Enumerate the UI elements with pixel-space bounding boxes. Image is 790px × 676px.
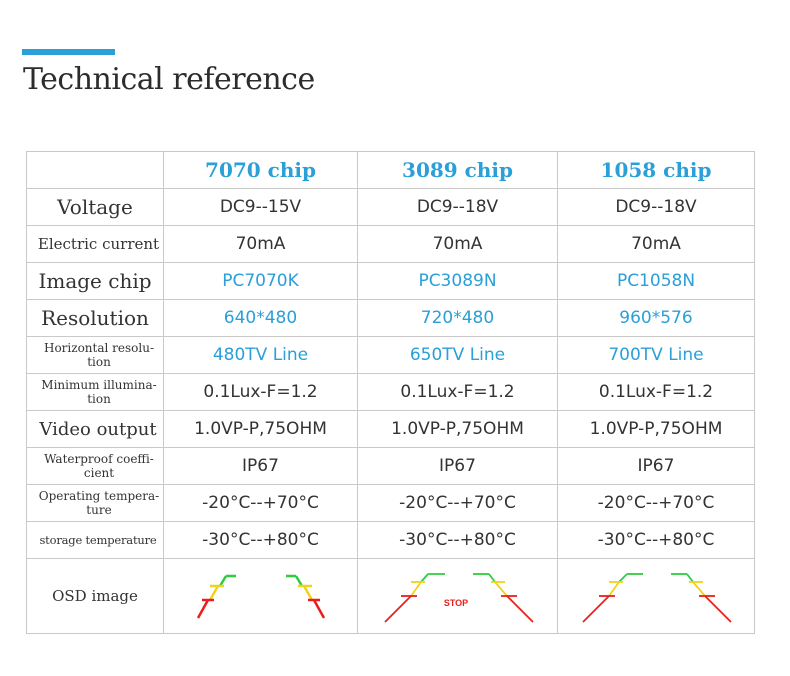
cell-value: 700TV Line (557, 336, 755, 374)
parking-guide-lines-stop-image: STOP (383, 573, 534, 623)
table-row-minimum-illumination: Minimum illumina- tion 0.1Lux-F=1.2 0.1L… (26, 373, 755, 411)
table-row-video-output: Video output 1.0VP-P,75OHM 1.0VP-P,75OHM… (26, 410, 755, 448)
cell-value: 1.0VP-P,75OHM (163, 410, 358, 448)
cell-value: -30°C--+80°C (557, 521, 755, 559)
table-row-resolution: Resolution 640*480 720*480 960*576 (26, 299, 755, 337)
header-3089-chip: 3089 chip (357, 151, 558, 189)
cell-value: 70mA (163, 225, 358, 263)
cell-value: PC3089N (357, 262, 558, 300)
cell-value: IP67 (557, 447, 755, 485)
cell-value: -20°C--+70°C (357, 484, 558, 522)
row-label: Waterproof coeffi- cient (26, 447, 164, 485)
title-accent-bar (22, 49, 115, 55)
cell-value: 70mA (557, 225, 755, 263)
cell-value: 960*576 (557, 299, 755, 337)
row-label: Electric current (26, 225, 164, 263)
cell-value: 70mA (357, 225, 558, 263)
cell-value: 1.0VP-P,75OHM (557, 410, 755, 448)
parking-guide-lines-image (582, 573, 732, 623)
cell-value: PC7070K (163, 262, 358, 300)
cell-value: -20°C--+70°C (557, 484, 755, 522)
cell-value: DC9--18V (557, 188, 755, 226)
row-label: Minimum illumina- tion (26, 373, 164, 411)
row-label: Horizontal resolu- tion (26, 336, 164, 374)
cell-value: 0.1Lux-F=1.2 (163, 373, 358, 411)
cell-value: IP67 (163, 447, 358, 485)
spec-table: 7070 chip 3089 chip 1058 chip Voltage DC… (26, 151, 755, 634)
table-row-waterproof: Waterproof coeffi- cient IP67 IP67 IP67 (26, 447, 755, 485)
table-row-operating-temperature: Operating tempera- ture -20°C--+70°C -20… (26, 484, 755, 522)
page-title: Technical reference (23, 62, 315, 97)
cell-value: DC9--15V (163, 188, 358, 226)
row-label: storage temperature (26, 521, 164, 559)
table-row-horizontal-resolution: Horizontal resolu- tion 480TV Line 650TV… (26, 336, 755, 374)
stop-label: STOP (443, 598, 467, 608)
cell-value: -20°C--+70°C (163, 484, 358, 522)
osd-image-cell (163, 558, 358, 634)
row-label: Voltage (26, 188, 164, 226)
osd-image-cell (557, 558, 755, 634)
table-row-electric-current: Electric current 70mA 70mA 70mA (26, 225, 755, 263)
cell-value: 480TV Line (163, 336, 358, 374)
row-label: Video output (26, 410, 164, 448)
cell-value: -30°C--+80°C (163, 521, 358, 559)
row-label: Operating tempera- ture (26, 484, 164, 522)
header-7070-chip: 7070 chip (163, 151, 358, 189)
cell-value: -30°C--+80°C (357, 521, 558, 559)
cell-value: 0.1Lux-F=1.2 (357, 373, 558, 411)
cell-value: 650TV Line (357, 336, 558, 374)
table-row-osd-image: OSD image (26, 558, 755, 634)
cell-value: IP67 (357, 447, 558, 485)
table-row-image-chip: Image chip PC7070K PC3089N PC1058N (26, 262, 755, 300)
osd-image-cell: STOP (357, 558, 558, 634)
row-label: Image chip (26, 262, 164, 300)
table-row-voltage: Voltage DC9--15V DC9--18V DC9--18V (26, 188, 755, 226)
cell-value: 640*480 (163, 299, 358, 337)
cell-value: 0.1Lux-F=1.2 (557, 373, 755, 411)
table-row-storage-temperature: storage temperature -30°C--+80°C -30°C--… (26, 521, 755, 559)
cell-value: PC1058N (557, 262, 755, 300)
row-label: Resolution (26, 299, 164, 337)
cell-value: 720*480 (357, 299, 558, 337)
header-1058-chip: 1058 chip (557, 151, 755, 189)
cell-value: 1.0VP-P,75OHM (357, 410, 558, 448)
header-corner (26, 151, 164, 189)
row-label: OSD image (26, 558, 164, 634)
parking-guide-lines-image (196, 574, 325, 619)
cell-value: DC9--18V (357, 188, 558, 226)
table-header-row: 7070 chip 3089 chip 1058 chip (26, 151, 755, 189)
